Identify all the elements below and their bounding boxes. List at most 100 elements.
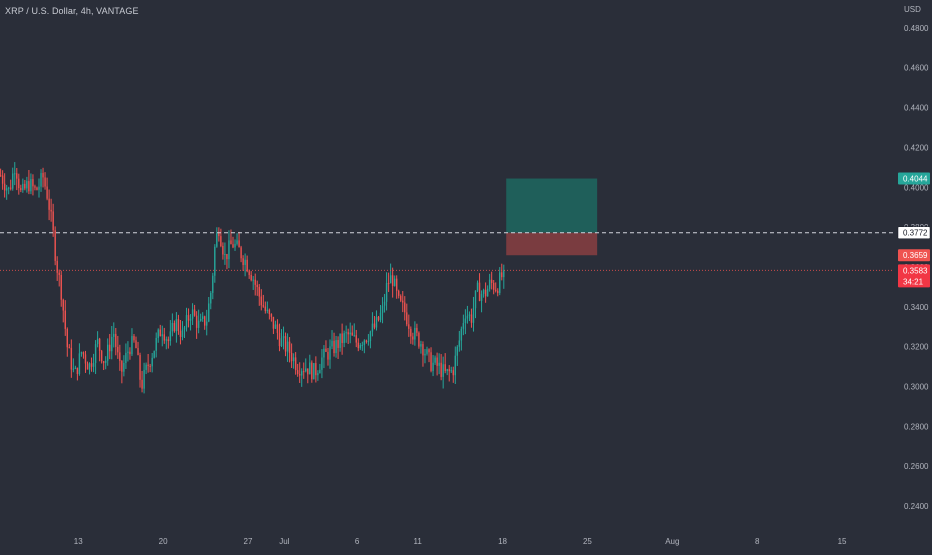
candle-body xyxy=(161,334,163,337)
candle-body xyxy=(284,336,287,352)
candle-body xyxy=(179,331,182,337)
candle-body xyxy=(426,349,428,354)
candle-body xyxy=(193,309,196,316)
candle-body xyxy=(379,312,382,320)
candle-body xyxy=(357,342,359,349)
candle-body xyxy=(109,344,111,352)
candle-body xyxy=(410,328,412,337)
candle-body xyxy=(137,348,139,355)
candle-series xyxy=(0,162,505,394)
candle-body xyxy=(48,198,50,210)
price-axis[interactable]: USD 0.48000.46000.44000.42000.40000.3800… xyxy=(904,5,929,511)
candle-body xyxy=(474,290,477,309)
candle-body xyxy=(280,338,283,347)
candle-body xyxy=(292,357,295,362)
candle-body xyxy=(177,319,180,332)
long-position-tool[interactable] xyxy=(506,178,598,256)
profit-zone[interactable] xyxy=(506,178,598,233)
candle-body xyxy=(210,292,212,304)
candle-body xyxy=(416,327,418,333)
candle-body xyxy=(230,240,232,245)
candle-body xyxy=(139,354,141,380)
candle-body xyxy=(490,279,493,283)
stop-loss-tag xyxy=(898,249,930,262)
candle-body xyxy=(418,332,420,347)
candle-body xyxy=(377,316,380,320)
candle-body xyxy=(104,360,107,363)
candle-body xyxy=(201,316,204,319)
candle-body xyxy=(454,355,456,376)
candle-body xyxy=(167,339,170,342)
candle-body xyxy=(503,270,505,278)
candle-body xyxy=(228,240,230,260)
price-tick-label: 0.2800 xyxy=(904,422,929,431)
candle-body xyxy=(88,363,91,370)
candle-body xyxy=(296,370,299,374)
candle-body xyxy=(74,367,77,369)
candle-body xyxy=(339,333,341,348)
candle-body xyxy=(371,323,374,332)
candle-body xyxy=(258,287,260,297)
candle-body xyxy=(343,333,345,343)
candle-body xyxy=(10,187,12,189)
time-axis[interactable]: 13 20 27 Jul 6 11 18 25 Aug 8 15 xyxy=(74,537,847,546)
candle-body xyxy=(92,362,95,367)
candle-body xyxy=(173,323,176,332)
candle-body xyxy=(218,233,220,237)
candle-body xyxy=(187,315,190,321)
candle-body xyxy=(131,336,133,355)
time-tick-label: Aug xyxy=(665,537,679,546)
candle-body xyxy=(422,344,424,356)
candle-body xyxy=(309,362,311,375)
candle-body xyxy=(361,344,364,346)
candle-body xyxy=(46,186,48,199)
candle-body xyxy=(90,363,93,367)
candle-body xyxy=(42,173,44,178)
candle-body xyxy=(62,299,64,311)
price-tick-label: 0.4000 xyxy=(904,183,929,192)
candle-body xyxy=(424,353,426,356)
candle-body xyxy=(98,338,101,351)
candle-body xyxy=(1,175,4,184)
candle-body xyxy=(484,289,487,297)
candle-body xyxy=(460,328,463,341)
candle-body xyxy=(175,319,178,332)
candle-body xyxy=(189,318,192,321)
price-tick-label: 0.4600 xyxy=(904,64,929,73)
last-price-tag xyxy=(898,264,930,288)
candle-body xyxy=(450,370,452,372)
candle-body xyxy=(478,282,481,301)
candle-body xyxy=(141,379,143,389)
candle-body xyxy=(494,289,497,291)
candle-body xyxy=(28,181,30,192)
candle-body xyxy=(313,363,315,380)
candle-body xyxy=(303,371,305,373)
candle-body xyxy=(486,288,489,297)
price-tick-label: 0.2400 xyxy=(904,502,929,511)
candle-body xyxy=(248,271,250,275)
candle-body xyxy=(60,275,62,300)
candle-body xyxy=(436,357,438,366)
candle-body xyxy=(7,187,10,189)
candle-body xyxy=(337,340,339,348)
candle-body xyxy=(497,290,499,294)
candle-body xyxy=(400,295,402,301)
candle-body xyxy=(206,321,208,326)
candle-body xyxy=(107,344,109,361)
candle-body xyxy=(195,315,198,328)
candle-body xyxy=(18,178,20,189)
candle-body xyxy=(476,282,479,291)
candle-body xyxy=(288,341,291,353)
price-tick-label: 0.4400 xyxy=(904,104,929,113)
candle-body xyxy=(232,244,234,248)
candle-body xyxy=(359,345,362,349)
candle-body xyxy=(111,336,113,352)
candle-body xyxy=(115,333,117,347)
loss-zone[interactable] xyxy=(506,232,598,256)
candle-body xyxy=(86,363,89,370)
candle-body xyxy=(169,331,172,342)
candle-body xyxy=(402,300,404,303)
candle-body xyxy=(236,240,238,244)
